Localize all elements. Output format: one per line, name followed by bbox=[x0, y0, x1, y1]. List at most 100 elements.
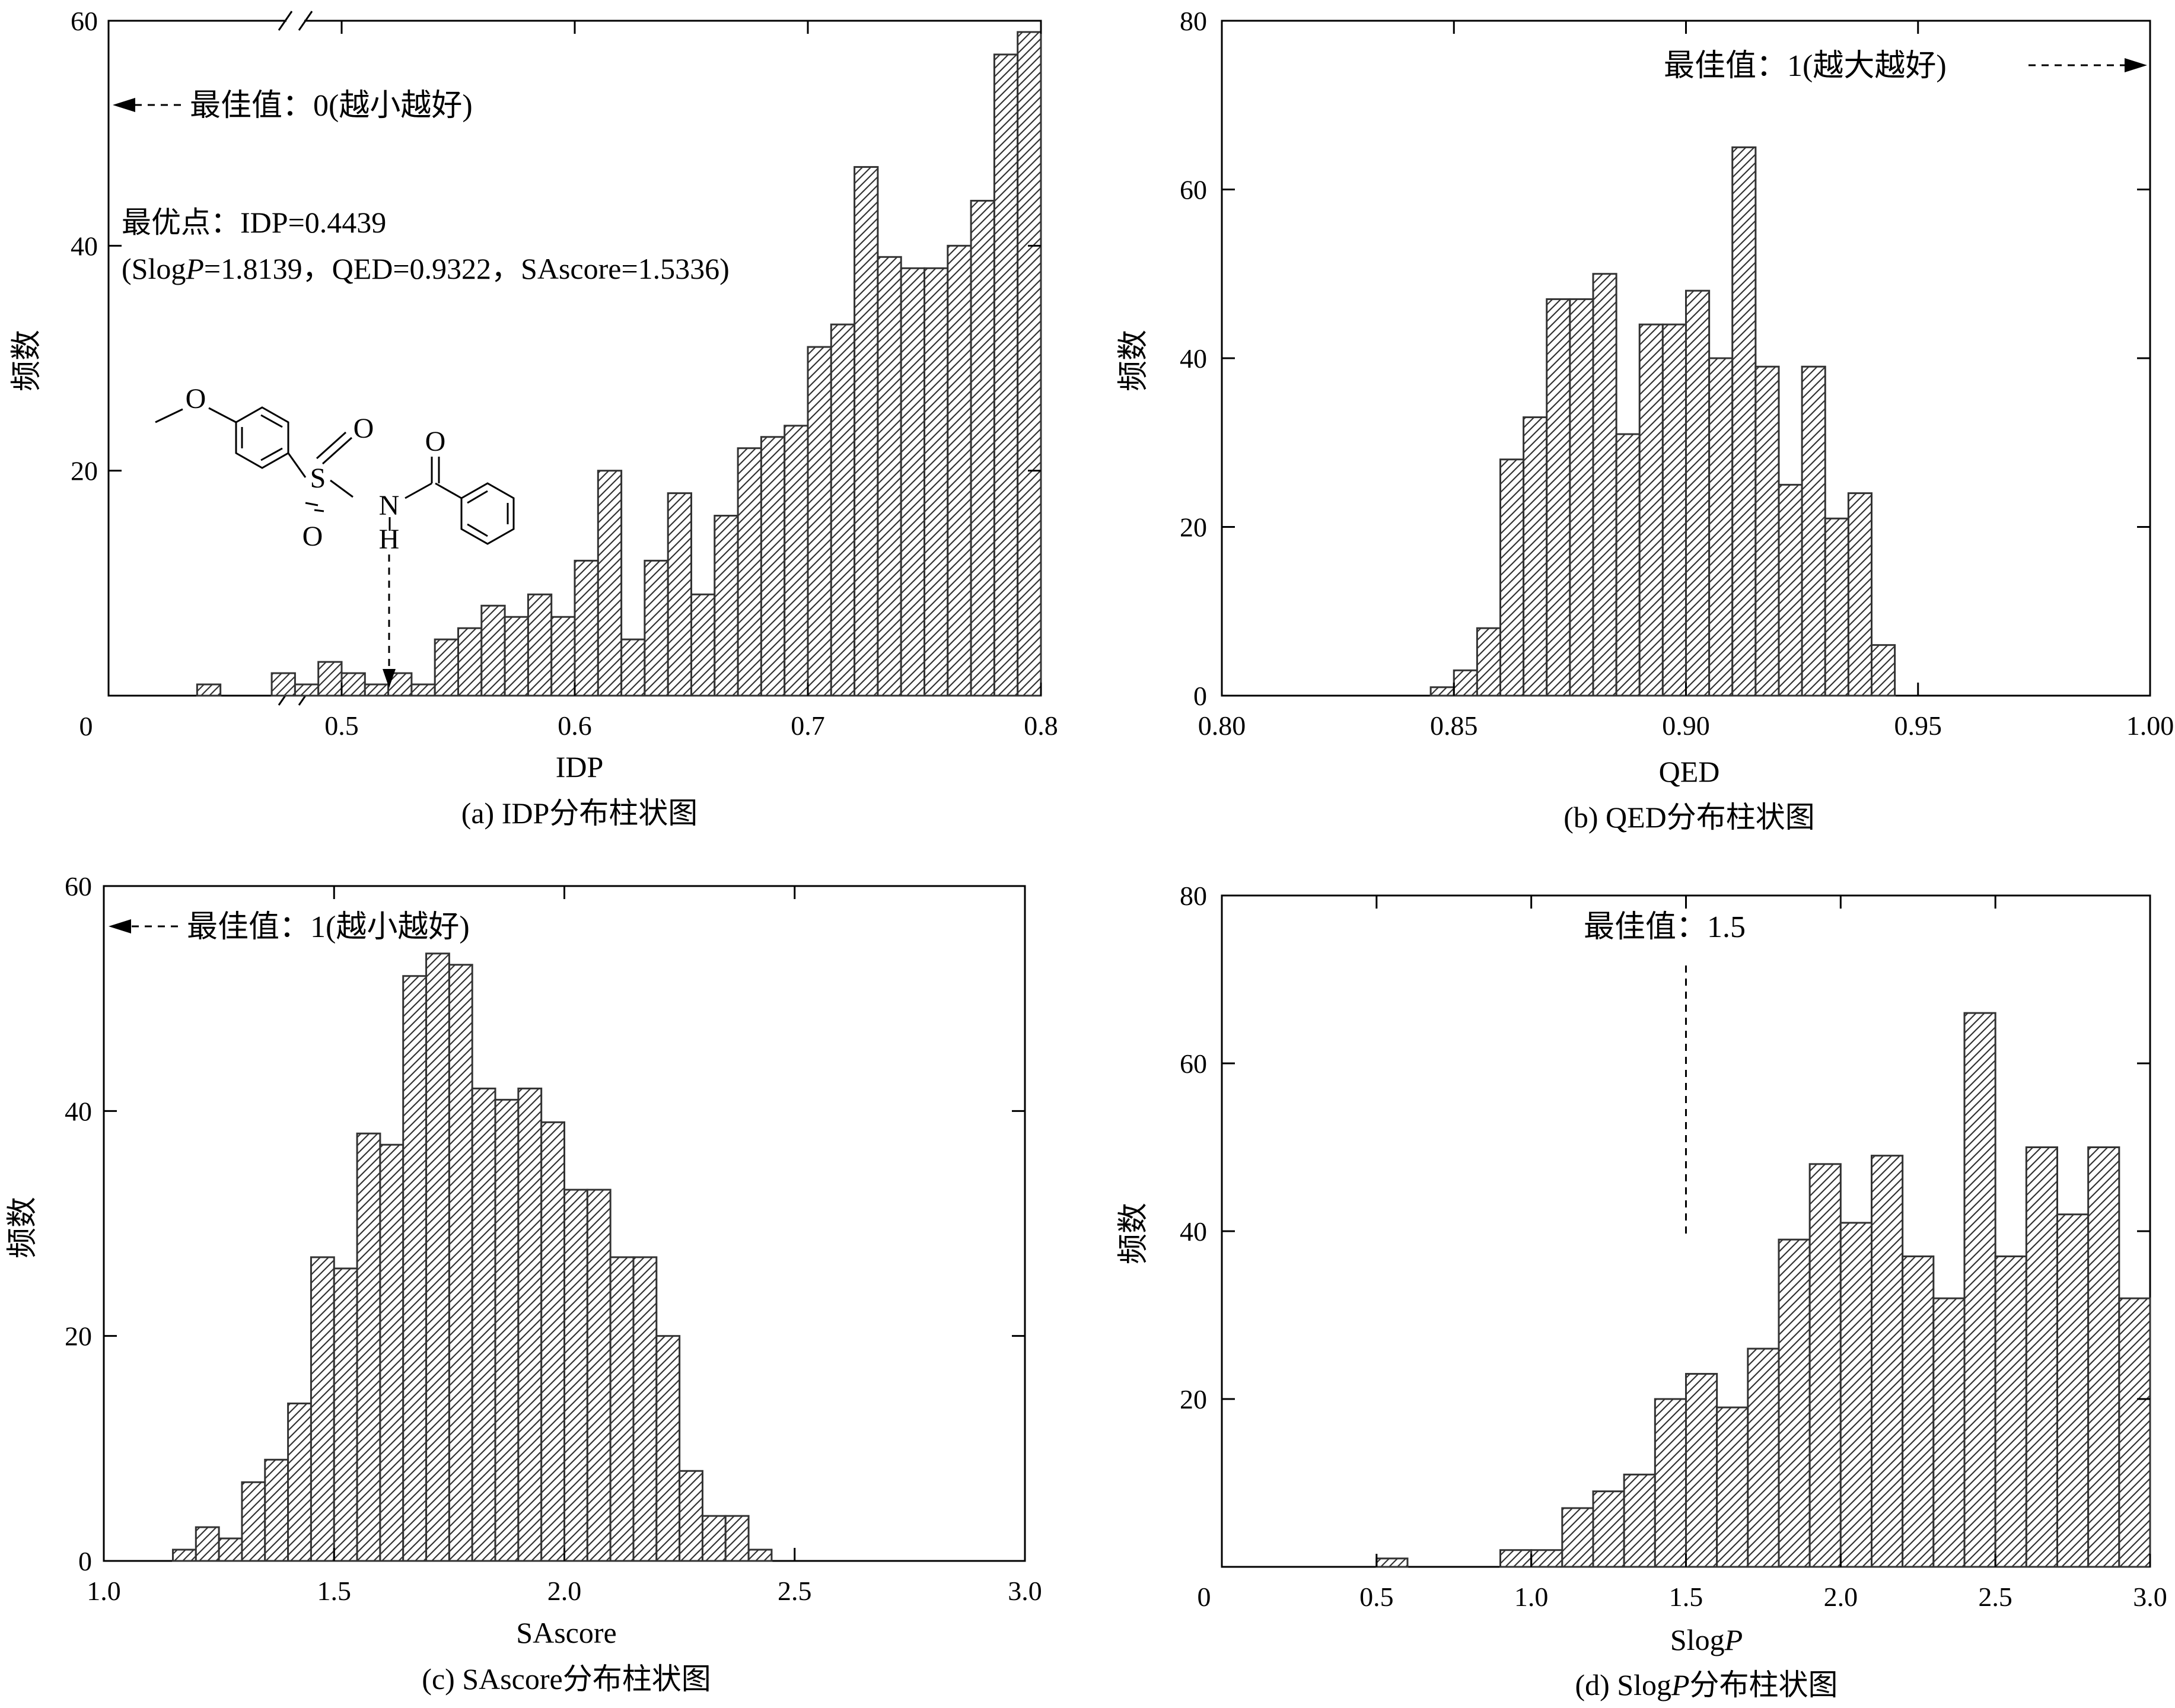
panel-b-x-tick-label: 0.90 bbox=[1662, 710, 1710, 741]
panel-a-y-tick-label: 20 bbox=[71, 456, 98, 486]
panel-a-bar bbox=[854, 166, 879, 697]
panel-a-caption: (a) IDP分布柱状图 bbox=[461, 796, 698, 830]
panel-a-x-tick-label: 0.5 bbox=[324, 710, 359, 741]
panel-c-bar bbox=[540, 1121, 565, 1562]
molecule-atom-o: O bbox=[354, 413, 374, 444]
panel-d-caption-italic: P bbox=[1671, 1668, 1690, 1701]
panel-a-optimum-line2-post: =1.8139，QED=0.9322，SAscore=1.5336) bbox=[204, 252, 730, 285]
panel-a-x-tick-label: 0.8 bbox=[1024, 710, 1058, 741]
panel-d-x-origin-label: 0 bbox=[1198, 1582, 1211, 1612]
panel-c-x-tick-label: 2.0 bbox=[547, 1576, 582, 1606]
panel-b-bars bbox=[1429, 146, 1896, 697]
panel-c-caption: (c) SAscore分布柱状图 bbox=[422, 1662, 711, 1696]
panel-c-bar bbox=[379, 1143, 405, 1562]
panel-a-bar bbox=[714, 515, 739, 697]
panel-c-bar bbox=[747, 1548, 773, 1562]
panel-a-x-tick-label: 0.6 bbox=[558, 710, 592, 741]
panel-d-caption-post: 分布柱状图 bbox=[1690, 1668, 1838, 1701]
panel-a-bar bbox=[807, 346, 832, 697]
panel-a-best-value-arrowhead bbox=[113, 98, 135, 112]
panel-d-bar bbox=[1778, 1238, 1811, 1568]
panel-a-bar bbox=[196, 683, 222, 697]
panel-d-bar bbox=[1994, 1255, 2027, 1568]
panel-a-bar bbox=[340, 672, 366, 697]
panel-d-bar bbox=[1932, 1297, 1966, 1568]
panel-b-ticks: 0.80 0.85 0.90 0.95 1.00 0 20 40 60 80 bbox=[1180, 6, 2174, 741]
panel-a-y-axis-label: 频数 bbox=[10, 330, 44, 391]
panel-a-bar bbox=[970, 199, 995, 697]
panel-b-bar bbox=[1615, 433, 1641, 697]
panel-c-bar bbox=[563, 1188, 588, 1562]
panel-b-y-tick-label: 0 bbox=[1193, 681, 1207, 711]
panel-a-optimum-line2-pre: (Slog bbox=[122, 252, 186, 285]
panel-d-bar bbox=[2118, 1297, 2151, 1568]
molecule-atom-s: S bbox=[310, 463, 326, 494]
panel-a-bar bbox=[270, 672, 296, 697]
panel-a-bar bbox=[993, 53, 1019, 697]
panel-d-bar bbox=[2025, 1146, 2058, 1568]
panel-d-best-value-text: 最佳值：1.5 bbox=[1584, 910, 1746, 944]
panel-a-bar bbox=[410, 683, 436, 697]
panel-c-ticks: 1.0 1.5 2.0 2.5 3.0 0 20 40 60 bbox=[65, 871, 1042, 1606]
panel-d-x-tick-label: 2.0 bbox=[1824, 1582, 1858, 1612]
molecule-bond bbox=[155, 408, 183, 423]
panel-c-bar bbox=[264, 1458, 289, 1562]
panel-c-y-axis-label: 频数 bbox=[6, 1197, 40, 1258]
panel-a-bar bbox=[504, 616, 529, 697]
panel-b-y-axis-label: 频数 bbox=[1117, 330, 1151, 391]
panel-a-bar bbox=[877, 256, 902, 697]
panel-c-bar bbox=[195, 1526, 220, 1562]
panel-d-bar bbox=[1963, 1012, 1996, 1568]
panel-a-bar bbox=[294, 683, 320, 697]
panel-a-x-tick-label: 0.7 bbox=[791, 710, 825, 741]
panel-c-bar bbox=[287, 1402, 312, 1562]
panel-c-bar bbox=[333, 1267, 358, 1562]
panel-a-break-mark bbox=[278, 11, 293, 31]
panel-c-y-tick-label: 40 bbox=[65, 1096, 92, 1126]
panel-c-bar bbox=[310, 1256, 335, 1562]
panel-a: 0.5 0.6 0.7 0.8 20 40 60 0 IDP 频数 (a) IDP分布柱状图… bbox=[10, 6, 1058, 830]
molecule-ring-double-bond bbox=[260, 447, 283, 461]
panel-b-bar bbox=[1499, 458, 1525, 697]
panel-a-best-value-text: 最佳值：0(越小越好) bbox=[190, 89, 473, 123]
panel-c-bar bbox=[517, 1087, 543, 1562]
panel-d-bar bbox=[1592, 1490, 1625, 1568]
panel-d-x-axis-label-italic: P bbox=[1724, 1623, 1743, 1656]
panel-c-bar bbox=[586, 1188, 612, 1562]
panel-c-bar bbox=[356, 1132, 381, 1562]
panel-b-y-tick-label: 20 bbox=[1180, 512, 1207, 543]
panel-b-x-tick-label: 0.85 bbox=[1430, 710, 1478, 741]
molecule-ring-double-bond bbox=[467, 490, 488, 504]
panel-d-x-axis-label: SlogP bbox=[1670, 1623, 1743, 1656]
panel-a-molecule bbox=[155, 406, 515, 679]
molecule-sulfonyl-up-bond bbox=[316, 431, 347, 460]
panel-a-break-gap-top bbox=[286, 16, 304, 26]
panel-d-bar bbox=[1499, 1549, 1533, 1568]
panel-a-bar bbox=[644, 559, 669, 697]
panel-b-bar bbox=[1778, 483, 1803, 697]
panel-d-y-tick-label: 40 bbox=[1180, 1216, 1207, 1247]
panel-c-best-value-text: 最佳值：1(越小越好) bbox=[187, 910, 470, 944]
panel-b-bar bbox=[1754, 365, 1780, 697]
panel-d-x-axis-label-pre: Slog bbox=[1670, 1623, 1725, 1656]
panel-c-bar bbox=[448, 964, 473, 1562]
panel-c-bar bbox=[609, 1256, 635, 1562]
panel-b-bar bbox=[1592, 273, 1617, 697]
molecule-bond bbox=[435, 482, 462, 499]
panel-b-bar bbox=[1453, 669, 1478, 697]
panel-a-bar bbox=[690, 593, 716, 697]
panel-c-bar bbox=[632, 1256, 658, 1562]
panel-a-bar bbox=[620, 638, 646, 697]
molecule-sulfonyl-down-bond bbox=[305, 502, 319, 506]
panel-b-bar bbox=[1685, 289, 1711, 697]
panel-b-best-value-text: 最佳值：1(越大越好) bbox=[1664, 49, 1947, 83]
molecule-sulfonyl-up-bond bbox=[321, 436, 353, 465]
panel-d-bar bbox=[1375, 1557, 1409, 1568]
molecule-bond bbox=[287, 453, 307, 478]
panel-a-bar bbox=[457, 627, 483, 697]
panel-a-bar bbox=[317, 661, 343, 697]
panel-b-caption: (b) QED分布柱状图 bbox=[1563, 801, 1815, 834]
panel-a-optimum-line2: (SlogP=1.8139，QED=0.9322，SAscore=1.5336) bbox=[122, 252, 730, 285]
panel-a-bar bbox=[900, 267, 925, 697]
